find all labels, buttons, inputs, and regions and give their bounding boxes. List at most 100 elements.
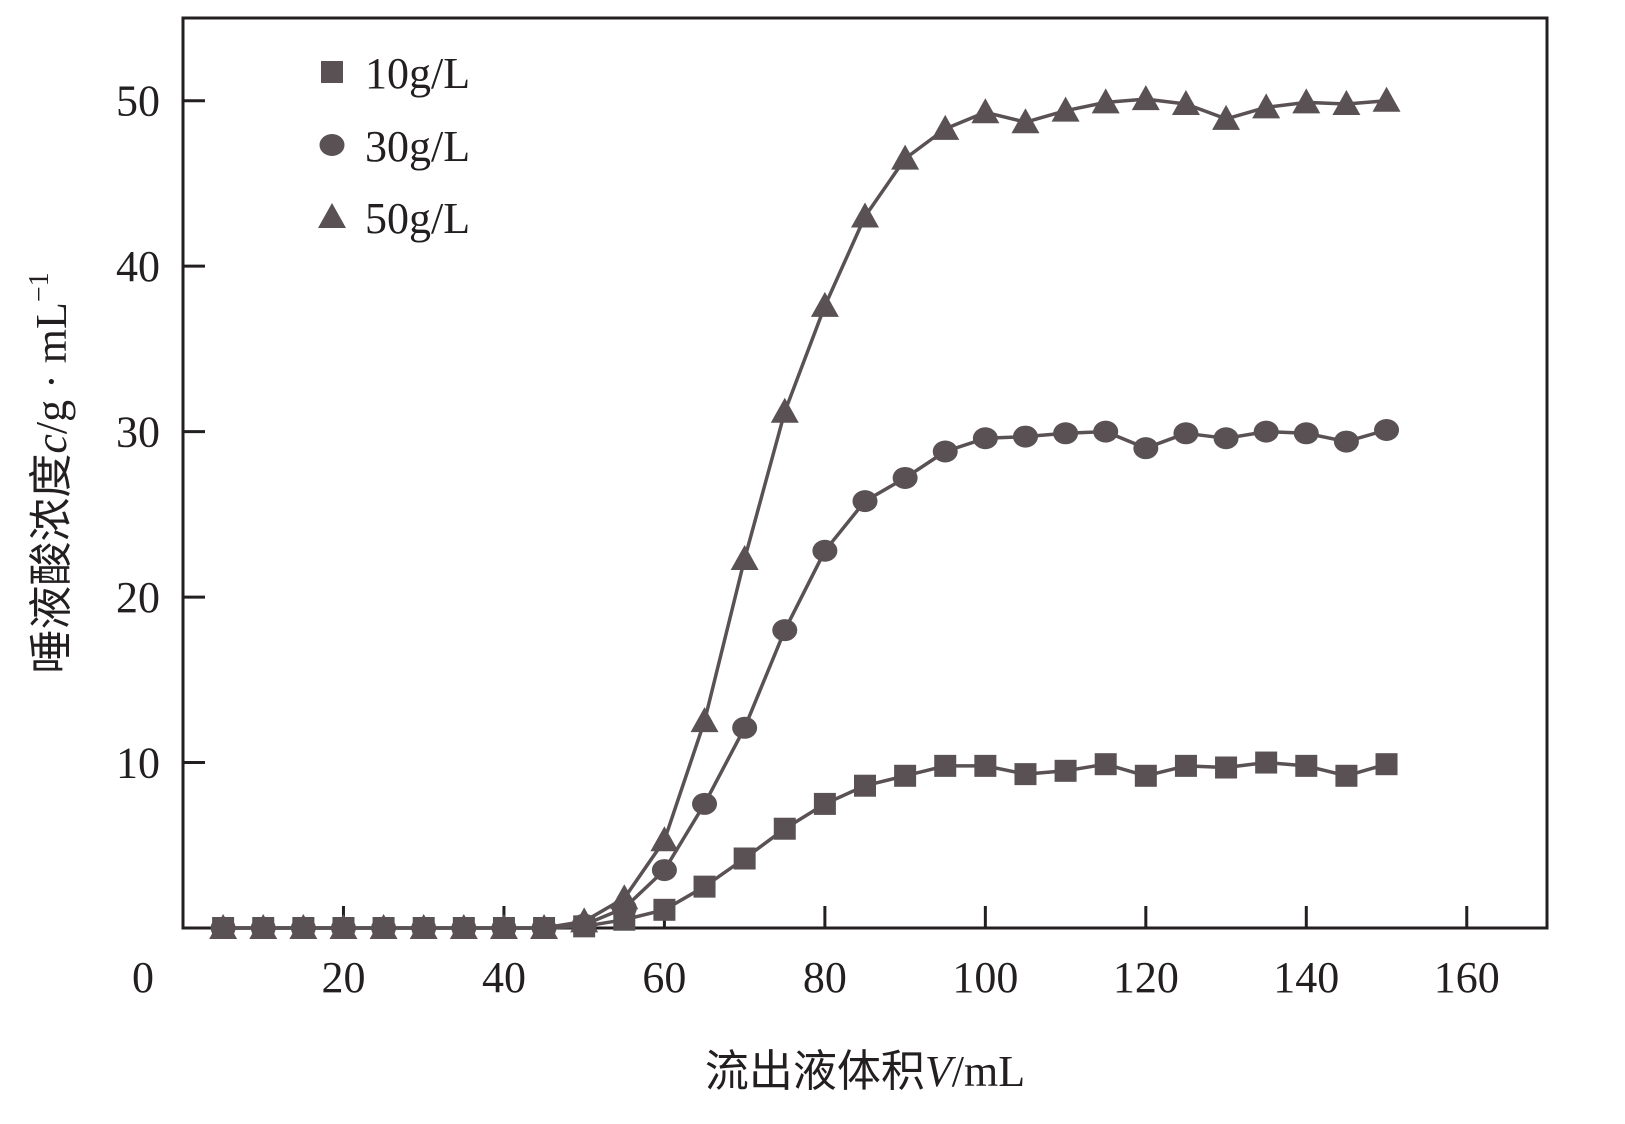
plot-frame [181, 16, 1549, 930]
series-2-point-22 [1091, 88, 1120, 114]
series-10g/L [212, 751, 1398, 939]
series-1-point-22 [1093, 420, 1119, 443]
y-axis-title: 唾液酸浓度c/g · mL−1 [24, 272, 76, 673]
x-tick-label-6: 120 [1113, 953, 1179, 1002]
series-1-point-13 [732, 716, 758, 739]
legend-marker-0 [321, 61, 343, 83]
series-2-point-1 [249, 914, 278, 939]
series-1-point-26 [1253, 420, 1279, 443]
series-2-point-13 [730, 545, 759, 571]
series-1-point-29 [1374, 418, 1400, 441]
series-1-point-18 [932, 440, 958, 463]
y-tick-label-4: 50 [116, 77, 160, 126]
series-1-point-16 [852, 490, 878, 513]
series-0-point-28 [1335, 764, 1358, 787]
series-1-point-11 [651, 859, 677, 882]
series-2-point-5 [409, 914, 438, 939]
y-axis-ticks: 10 20 30 40 50 [116, 77, 205, 788]
x-axis-ticks: 0 20 40 60 80 100 120 140 160 [132, 906, 1500, 1002]
series-2-point-4 [369, 914, 398, 939]
series-line-0 [223, 760, 1387, 930]
series-0-point-22 [1094, 753, 1117, 776]
series-1-point-27 [1293, 422, 1319, 445]
series-1-point-23 [1133, 437, 1159, 460]
series-2-point-0 [209, 914, 238, 939]
series-0-point-12 [693, 875, 716, 898]
series-1-point-12 [692, 792, 718, 815]
series-0-point-23 [1134, 764, 1157, 787]
series-2-point-21 [1051, 96, 1080, 122]
x-tick-label-3: 60 [642, 953, 686, 1002]
series-2-point-15 [810, 291, 839, 317]
series-1-point-25 [1213, 427, 1239, 450]
x-axis-title: 流出液体积V/mL [705, 1047, 1025, 1096]
series-1-point-19 [972, 427, 998, 450]
series-2-point-19 [971, 98, 1000, 124]
y-tick-label-2: 30 [116, 408, 160, 457]
series-1-point-17 [892, 466, 918, 489]
legend-marker-1 [319, 134, 345, 156]
series-0-point-21 [1054, 759, 1077, 782]
series-0-point-26 [1255, 751, 1278, 774]
series-0-point-11 [653, 898, 676, 921]
series-0-point-13 [733, 847, 756, 870]
series-line-1 [223, 428, 1387, 930]
series-2-point-14 [770, 397, 799, 423]
series-0-point-25 [1215, 756, 1238, 779]
series-30g/L [210, 418, 1400, 939]
series-50g/L [209, 85, 1401, 939]
series-0-point-16 [854, 774, 876, 797]
series-0-point-29 [1375, 753, 1398, 776]
series-1-point-21 [1053, 422, 1079, 445]
series-2-point-28 [1332, 90, 1361, 116]
series-2-point-25 [1212, 104, 1241, 130]
x-tick-label-2: 40 [482, 953, 526, 1002]
x-tick-label-8: 160 [1434, 953, 1500, 1002]
series-2-point-27 [1292, 88, 1321, 114]
series-0-point-19 [974, 754, 997, 777]
series-0-point-18 [934, 754, 957, 777]
series-0-point-17 [894, 764, 917, 787]
series-2-point-10 [610, 884, 639, 910]
legend-label-0: 10g/L [365, 49, 470, 98]
series-0-point-20 [1014, 763, 1037, 786]
series-2-point-7 [489, 914, 518, 939]
series-2-point-2 [289, 914, 318, 939]
series-2-point-29 [1372, 86, 1401, 112]
series-2-point-26 [1252, 93, 1281, 119]
series-2-point-11 [650, 826, 679, 852]
series-2-point-9 [570, 907, 599, 933]
series-1-point-15 [812, 539, 838, 562]
series-2-point-12 [690, 707, 719, 733]
x-tick-label-7: 140 [1273, 953, 1339, 1002]
series-2-point-24 [1171, 90, 1200, 116]
series-2-point-16 [851, 202, 879, 228]
series-2-point-17 [891, 144, 920, 170]
x-tick-label-4: 80 [803, 953, 847, 1002]
series-0-point-15 [813, 792, 836, 815]
series-layer [209, 85, 1401, 939]
series-1-point-28 [1333, 430, 1359, 453]
series-0-point-14 [773, 817, 796, 840]
series-1-point-20 [1012, 425, 1038, 448]
series-0-point-27 [1295, 754, 1318, 777]
y-tick-label-1: 20 [116, 573, 160, 622]
series-2-point-20 [1011, 108, 1040, 134]
y-tick-label-3: 40 [116, 242, 160, 291]
legend-label-2: 50g/L [365, 194, 470, 243]
series-2-point-3 [329, 914, 358, 939]
series-2-point-18 [931, 114, 960, 140]
x-tick-label-5: 100 [952, 953, 1018, 1002]
series-1-point-14 [772, 619, 798, 642]
x-tick-label-1: 20 [321, 953, 365, 1002]
series-1-point-24 [1173, 422, 1199, 445]
x-tick-label-0: 0 [132, 953, 154, 1002]
series-0-point-24 [1174, 754, 1197, 777]
series-2-point-8 [530, 914, 559, 939]
series-2-point-6 [449, 914, 478, 939]
y-tick-label-0: 10 [116, 739, 160, 788]
legend-label-1: 30g/L [365, 122, 470, 171]
series-2-point-23 [1131, 85, 1160, 111]
legend-marker-2 [318, 203, 346, 228]
